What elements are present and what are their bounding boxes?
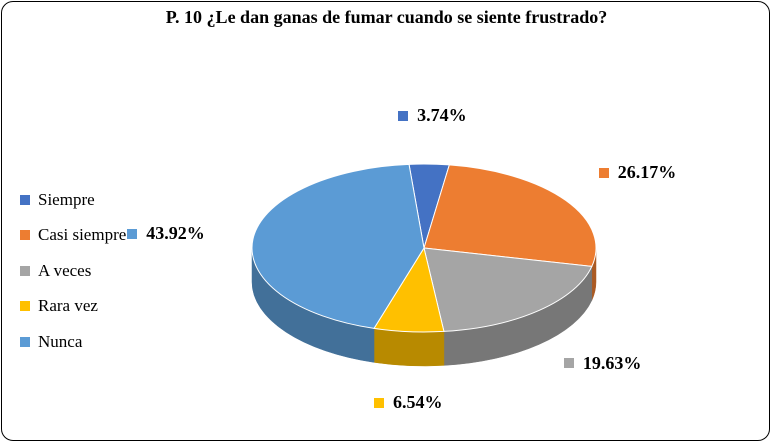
data-label-swatch xyxy=(563,358,574,369)
legend-swatch xyxy=(20,265,30,276)
legend-swatch xyxy=(20,301,30,312)
data-label-value: 6.54% xyxy=(392,392,443,413)
data-label-swatch xyxy=(398,110,409,121)
legend-label: Nunca xyxy=(38,331,83,351)
legend-swatch xyxy=(20,230,30,241)
pie-slice-casi-siempre xyxy=(423,164,597,267)
legend-item: Casi siempre xyxy=(20,218,126,254)
data-label-value: 19.63% xyxy=(582,352,642,373)
data-label: 43.92% xyxy=(127,223,205,244)
chart-title: P. 10 ¿Le dan ganas de fumar cuando se s… xyxy=(165,7,608,27)
pie-side-rara-vez xyxy=(373,328,445,367)
data-label-value: 3.74% xyxy=(417,105,467,126)
data-label: 6.54% xyxy=(373,392,443,413)
legend-item: Rara vez xyxy=(20,289,126,325)
legend-item: Siempre xyxy=(20,182,126,218)
data-label-swatch xyxy=(598,167,609,178)
pie-slice-nunca xyxy=(251,163,425,329)
data-label-value: 43.92% xyxy=(146,223,205,244)
legend-label: A veces xyxy=(38,260,92,280)
pie-slice-a-veces xyxy=(423,247,593,332)
legend-label: Rara vez xyxy=(38,296,98,316)
data-label: 19.63% xyxy=(563,352,642,374)
data-label: 26.17% xyxy=(598,162,677,183)
chart-legend: Siempre Casi siempre A veces Rara vez Nunca xyxy=(20,182,126,360)
legend-label: Siempre xyxy=(38,189,95,209)
legend-label: Casi siempre xyxy=(38,225,127,245)
legend-item: A veces xyxy=(20,253,126,289)
legend-item: Nunca xyxy=(20,324,126,360)
data-label-swatch xyxy=(373,397,384,408)
data-label: 3.74% xyxy=(398,105,467,126)
legend-swatch xyxy=(20,336,30,347)
data-label-value: 26.17% xyxy=(617,162,677,183)
data-label-swatch xyxy=(127,228,138,239)
pie-slices xyxy=(251,163,597,333)
legend-swatch xyxy=(20,194,30,205)
